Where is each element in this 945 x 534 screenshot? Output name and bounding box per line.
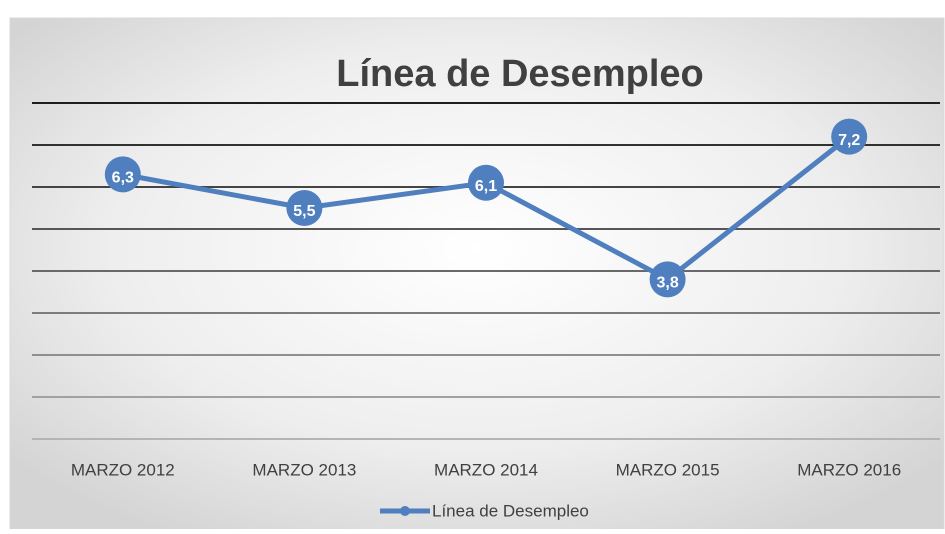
- data-label: 7,2: [838, 132, 860, 149]
- chart-title: Línea de Desempleo: [336, 53, 703, 95]
- marker: [831, 118, 868, 155]
- x-tick-label: MARZO 2013: [252, 460, 356, 479]
- data-label: 5,5: [293, 203, 315, 220]
- marker: [468, 164, 504, 201]
- marker: [104, 156, 141, 193]
- data-label: 6,1: [475, 178, 497, 195]
- marker: [649, 261, 686, 298]
- x-tick-label: MARZO 2016: [797, 460, 901, 479]
- x-tick-label: MARZO 2015: [616, 460, 720, 479]
- x-tick-label: MARZO 2012: [71, 460, 175, 479]
- data-label: 3,8: [656, 275, 678, 292]
- legend-marker: [400, 506, 410, 516]
- data-label: 6,3: [112, 170, 134, 187]
- legend-label: Línea de Desempleo: [432, 501, 589, 520]
- marker: [286, 190, 323, 226]
- x-tick-label: MARZO 2014: [434, 460, 538, 479]
